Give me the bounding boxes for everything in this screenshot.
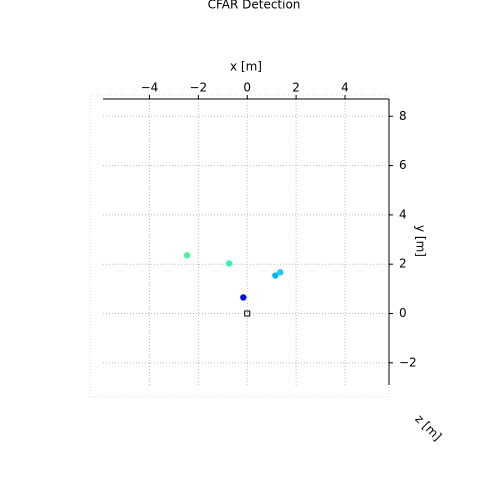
y-tick-label: 6: [399, 158, 407, 172]
y-tick-label: 0: [399, 306, 407, 320]
z-axis-label: z [m]: [412, 412, 444, 444]
point: [225, 260, 233, 267]
y-axis-label: y [m]: [414, 225, 428, 257]
y-tick-label: 8: [399, 109, 407, 123]
x-tick-label: 0: [243, 81, 251, 95]
chart-title: CFAR Detection: [208, 0, 301, 12]
y-tick-label: 2: [399, 257, 407, 271]
point: [277, 269, 284, 276]
x-tick-label: 2: [292, 81, 300, 95]
x-tick-label: −4: [141, 81, 159, 95]
pane: [89, 94, 390, 398]
y-tick-label: −2: [399, 355, 417, 369]
x-tick-label: −2: [189, 81, 207, 95]
point: [272, 272, 279, 279]
x-axis-label: x [m]: [230, 60, 262, 74]
point: [240, 294, 247, 301]
y-tick-label: 4: [399, 207, 407, 221]
x-tick-label: 4: [341, 81, 349, 95]
point: [183, 252, 191, 259]
origin-marker: [244, 310, 251, 317]
